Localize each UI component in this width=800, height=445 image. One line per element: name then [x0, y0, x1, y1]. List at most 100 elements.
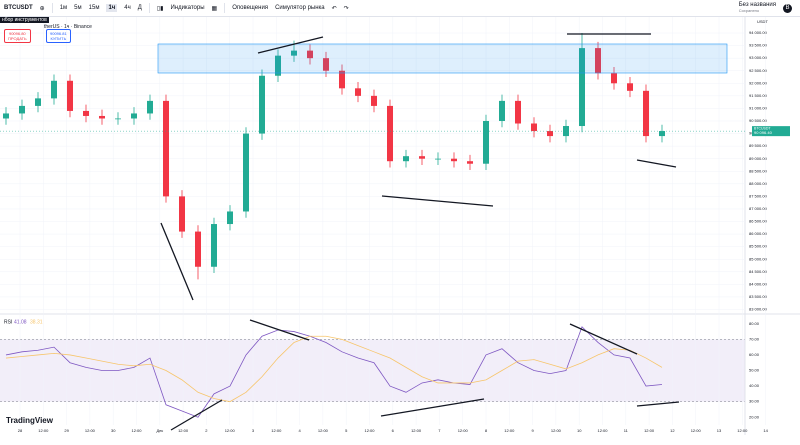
interval[interactable]: Д	[137, 5, 142, 11]
candle-body	[243, 133, 249, 212]
buy-price: 90096.81	[50, 31, 67, 36]
interval[interactable]: 1м	[59, 5, 68, 11]
x-tick-label: 2	[205, 428, 208, 433]
candle-body	[67, 80, 73, 111]
x-tick-label: 7	[438, 428, 441, 433]
rsi-tick-label: 60.00	[749, 352, 760, 357]
candle-body	[563, 126, 569, 137]
candle-body	[547, 131, 553, 137]
candle-body	[483, 120, 489, 164]
x-tick-label: 6	[392, 428, 395, 433]
candle-body	[643, 90, 649, 137]
y-tick-label: 94 000.00	[749, 30, 768, 35]
candle-body	[291, 50, 297, 56]
y-tick-label: 83 000.00	[749, 307, 768, 312]
x-tick-label: 12:00	[504, 428, 515, 433]
plot-layer: 94 000.00 93 500.00 93 000.00 92 500.00 92 0…	[0, 17, 800, 435]
x-tick-label: 12:00	[318, 428, 329, 433]
interval[interactable]: 15м	[88, 5, 100, 11]
x-tick-label: 11	[624, 428, 629, 433]
rsi-ma-value: 38.31	[30, 319, 43, 325]
y-tick-label: 86 000.00	[749, 231, 768, 236]
candle-body	[51, 80, 57, 99]
y-tick-label: 87 000.00	[749, 206, 768, 211]
simulator[interactable]: Симулятор рынка	[275, 5, 325, 11]
trendlines[interactable]	[160, 33, 680, 431]
y-tick-label: 88 500.00	[749, 168, 768, 173]
separator	[224, 3, 226, 13]
y-tick-label: 89 500.00	[749, 143, 768, 148]
x-tick-label: 12	[670, 428, 675, 433]
x-tick-label: 29	[64, 428, 69, 433]
y-tick-label: 90 500.00	[749, 118, 768, 123]
x-tick-label: 12:00	[131, 428, 142, 433]
indicators[interactable]: Индикаторы	[170, 5, 205, 11]
x-tick-label: 12:00	[38, 428, 49, 433]
saved: Сохранено	[738, 8, 760, 13]
y-tick-label: 91 000.00	[749, 105, 768, 110]
tooltip: нбор инструментов	[0, 17, 49, 23]
x-tick-label: Дек	[156, 428, 163, 433]
candle-body	[83, 110, 89, 116]
toolbar: BTCUSDT ⊕ 1м 5м 15м 1ч 4ч Д ▯▮ Индикатор…	[0, 0, 800, 17]
add-symbol[interactable]: ⊕	[39, 5, 45, 12]
candle-body	[147, 100, 153, 114]
undo[interactable]: ↶	[331, 5, 337, 12]
candle-body	[419, 156, 425, 159]
rsi-name: RSI	[4, 319, 12, 325]
x-tick-label: 5	[345, 428, 348, 433]
y-tick-label: 85 500.00	[749, 244, 768, 249]
x-tick-label: 12:00	[85, 428, 96, 433]
candle-body	[275, 55, 281, 76]
redo[interactable]: ↷	[343, 5, 349, 12]
y-tick-label: 88 000.00	[749, 181, 768, 186]
candle-body	[611, 73, 617, 84]
candle-body	[115, 118, 121, 120]
x-tick-label: 12:00	[411, 428, 422, 433]
chart-type[interactable]: ▯▮	[156, 5, 164, 12]
x-tick-label: 12:00	[737, 428, 748, 433]
y-tick-label: 92 000.00	[749, 80, 768, 85]
y-tick-label: 92 500.00	[749, 68, 768, 73]
rsi-tick-label: 40.00	[749, 383, 760, 388]
rsi-tick-label: 70.00	[749, 336, 760, 341]
candle-body	[435, 158, 441, 160]
symbol[interactable]: BTCUSDT	[4, 5, 33, 11]
candle-body	[627, 83, 633, 91]
candle-body	[451, 158, 457, 162]
candle-body	[323, 58, 329, 71]
y-tick-label: 83 500.00	[749, 294, 768, 299]
last-price-name: BTCUSDT	[754, 127, 771, 131]
layout[interactable]: Без названия Сохранено	[739, 2, 776, 14]
interval[interactable]: 5м	[74, 5, 82, 11]
rsi-tick-label: 50.00	[749, 368, 760, 373]
candle-body	[579, 48, 585, 127]
y-tick-label: 85 000.00	[749, 256, 768, 261]
candle-body	[99, 115, 105, 119]
x-tick-label: 12:00	[225, 428, 236, 433]
interval[interactable]: 4ч	[124, 5, 131, 11]
rsi-tick-label: 30.00	[749, 399, 760, 404]
x-tick-label: 12:00	[364, 428, 375, 433]
x-tick-label: 12:00	[178, 428, 189, 433]
candle-body	[35, 98, 41, 106]
sell-label: ПРОДАТЬ	[8, 36, 27, 41]
sell-button[interactable]: 90096.80 ПРОДАТЬ	[4, 29, 31, 43]
templates[interactable]: ▦	[211, 5, 218, 12]
zone-rectangle[interactable]	[157, 43, 728, 74]
candle-body	[595, 48, 601, 74]
candle-body	[659, 131, 665, 137]
layout-name: Без названия	[738, 2, 776, 8]
buy-button[interactable]: 90096.81 КУПИТЬ	[46, 29, 71, 43]
separator	[51, 3, 53, 13]
avatar[interactable]: B	[783, 3, 792, 13]
branding[interactable]: TradingView	[6, 416, 54, 425]
candle-body	[307, 50, 313, 59]
interval[interactable]: 1ч	[106, 4, 118, 12]
x-tick-label: 12:00	[271, 428, 282, 433]
alerts[interactable]: Оповещения	[232, 5, 269, 11]
rsi-line	[5, 326, 663, 418]
candle-body	[3, 113, 9, 119]
y-tick-label: 86 500.00	[749, 219, 768, 224]
candle-body	[371, 95, 377, 106]
